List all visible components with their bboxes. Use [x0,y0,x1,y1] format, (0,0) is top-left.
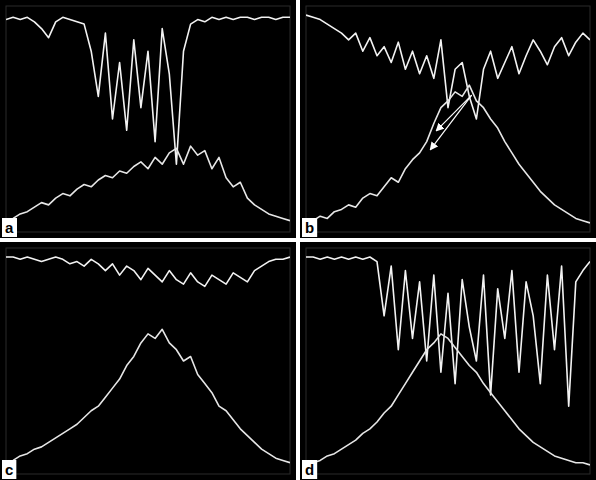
trace [6,17,290,164]
letter-patch [2,218,17,237]
panel: c [0,242,296,480]
panel-letter: c [5,461,13,478]
trace [6,329,290,462]
panel: a [0,0,296,238]
panel-background [0,0,296,238]
panel-background [0,242,296,480]
trace [306,85,590,223]
plot-frame [6,248,290,474]
panel: b [300,0,596,238]
panel-background [300,242,596,480]
trace [6,146,290,221]
panel-letter: a [5,219,14,236]
panel-background [300,0,596,238]
letter-patch [302,218,317,237]
plot-area [306,257,590,465]
plot-area [6,17,290,220]
panel: d [300,242,596,480]
figure: a b c d [0,0,596,480]
plot-frame [306,248,590,474]
plot-area [306,15,590,223]
trace [306,257,590,406]
panel-letter: b [305,219,314,236]
plot-frame [306,6,590,232]
arrow [430,95,471,150]
arrow [436,95,472,131]
panel-letter: d [305,461,314,478]
plot-frame [6,6,290,232]
trace [6,257,290,286]
plot-area [6,257,290,463]
trace [306,15,590,119]
letter-patch [2,460,16,479]
letter-patch [302,460,317,479]
trace [306,334,590,465]
